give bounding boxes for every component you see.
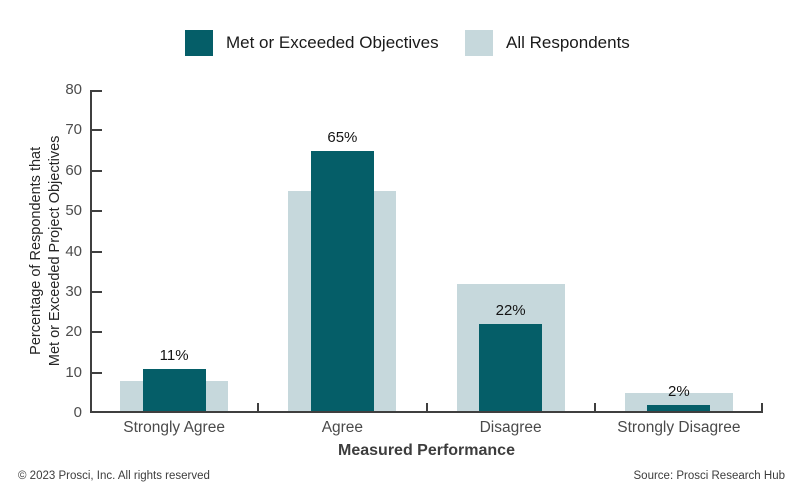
- x-tick-mark-1: [257, 403, 260, 413]
- bar-met-or-exceeded-objectives-disagree: [479, 324, 543, 413]
- y-tick-mark-50: [90, 210, 102, 213]
- y-tick-label-10: 10: [65, 363, 82, 381]
- x-tick-mark-2: [425, 403, 428, 413]
- x-tick-mark-3: [593, 403, 596, 413]
- y-tick-mark-40: [90, 250, 102, 253]
- legend-swatch-all-respondents: [465, 30, 493, 56]
- bar-value-label-strongly-agree: 11%: [159, 346, 189, 364]
- x-axis-line: [90, 411, 763, 413]
- legend-item-met-exceeded: Met or Exceeded Objectives: [185, 30, 439, 56]
- y-tick-label-70: 70: [65, 121, 82, 139]
- y-tick-mark-80: [90, 90, 102, 92]
- y-tick-mark-70: [90, 129, 102, 132]
- bar-met-or-exceeded-objectives-agree: [310, 150, 374, 413]
- bar-value-label-strongly-disagree: 2%: [668, 382, 690, 400]
- y-tick-mark-30: [90, 290, 102, 293]
- y-tick-mark-20: [90, 331, 102, 334]
- bar-met-or-exceeded-objectives-strongly-disagree: [647, 404, 711, 413]
- source-text: Source: Prosci Research Hub: [633, 470, 785, 482]
- bar-value-label-disagree: 22%: [495, 302, 526, 320]
- x-axis-title: Measured Performance: [338, 442, 515, 459]
- y-tick-label-80: 80: [65, 81, 82, 98]
- x-category-label-agree: Agree: [321, 419, 364, 436]
- y-tick-label-0: 0: [73, 404, 82, 421]
- x-category-label-strongly-disagree: Strongly Disagree: [617, 419, 741, 436]
- x-category-label-strongly-agree: Strongly Agree: [123, 419, 225, 436]
- x-tick-mark-4: [761, 403, 763, 413]
- x-category-label-disagree: Disagree: [479, 419, 542, 436]
- legend-label-all-respondents: All Respondents: [506, 33, 630, 52]
- y-tick-label-40: 40: [65, 242, 82, 260]
- bar-met-or-exceeded-objectives-strongly-agree: [142, 368, 206, 413]
- plot-area: 0 10 20 30 40 50 60 70 80 11% 65% 22% 2% Strongly Agr…: [65, 81, 763, 436]
- y-tick-label-30: 30: [65, 282, 82, 300]
- y-tick-label-60: 60: [65, 161, 82, 179]
- legend-swatch-met-exceeded: [185, 30, 213, 56]
- footer: © 2023 Prosci, Inc. All rights reserved …: [18, 470, 785, 482]
- bar-value-label-agree: 65%: [327, 128, 358, 146]
- y-tick-label-20: 20: [65, 323, 82, 341]
- y-axis-line: [90, 90, 92, 413]
- y-tick-label-50: 50: [65, 202, 82, 220]
- legend-item-all-respondents: All Respondents: [465, 30, 630, 56]
- y-tick-mark-10: [90, 371, 102, 374]
- copyright-text: © 2023 Prosci, Inc. All rights reserved: [18, 470, 210, 482]
- legend-label-met-exceeded: Met or Exceeded Objectives: [226, 33, 439, 52]
- y-tick-mark-60: [90, 169, 102, 172]
